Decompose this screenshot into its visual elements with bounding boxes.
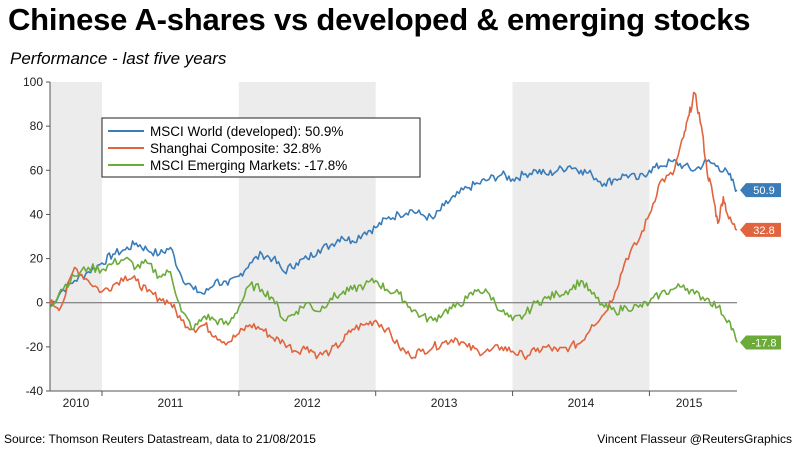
end-label-2: -17.8 bbox=[740, 335, 781, 350]
end-label-1: 32.8 bbox=[740, 222, 781, 237]
y-tick-label: 80 bbox=[30, 119, 44, 133]
legend: MSCI World (developed): 50.9% Shanghai Co… bbox=[101, 117, 421, 178]
end-label-value: -17.8 bbox=[751, 337, 776, 349]
series-line-1 bbox=[49, 91, 738, 361]
x-tick-label: 2011 bbox=[158, 396, 184, 410]
y-tick-label: 0 bbox=[36, 296, 43, 310]
series-line-2 bbox=[49, 256, 738, 343]
end-label-value: 50.9 bbox=[753, 185, 774, 197]
end-label-tag bbox=[740, 335, 781, 350]
x-axis: 2010 2011 2012 2013 2014 2015 bbox=[50, 390, 737, 410]
x-tick-label: 2015 bbox=[676, 396, 703, 410]
legend-entry: MSCI Emerging Markets: -17.8% bbox=[150, 158, 347, 173]
legend-entry: Shanghai Composite: 32.8% bbox=[150, 141, 321, 156]
x-tick-label: 2010 bbox=[63, 396, 90, 410]
x-tick-label: 2013 bbox=[431, 396, 458, 410]
x-tick-label: 2014 bbox=[568, 396, 595, 410]
end-label-tag bbox=[740, 222, 781, 237]
series-lines bbox=[49, 91, 738, 361]
y-tick-label: 60 bbox=[30, 163, 44, 177]
chart-subtitle: Performance - last five years bbox=[10, 49, 227, 68]
credit-note: Vincent Flasseur @ReutersGraphics bbox=[597, 432, 792, 446]
source-note: Source: Thomson Reuters Datastream, data… bbox=[4, 432, 316, 446]
y-tick-label: -40 bbox=[26, 384, 44, 398]
year-band bbox=[512, 82, 650, 391]
y-tick-label: 40 bbox=[30, 207, 44, 221]
year-band bbox=[50, 82, 103, 391]
end-label-value: 32.8 bbox=[753, 225, 774, 237]
y-tick-label: -20 bbox=[26, 340, 44, 354]
end-label-tag bbox=[740, 183, 781, 198]
legend-box bbox=[101, 117, 421, 178]
legend-entry: MSCI World (developed): 50.9% bbox=[150, 124, 343, 139]
series-line-0 bbox=[49, 158, 738, 308]
end-labels: 50.9 32.8 -17.8 bbox=[740, 183, 781, 350]
y-tick-label: 100 bbox=[23, 75, 43, 89]
end-label-0: 50.9 bbox=[740, 183, 781, 198]
y-tick-label: 20 bbox=[30, 252, 44, 266]
x-tick-label: 2012 bbox=[294, 396, 321, 410]
chart-title: Chinese A-shares vs developed & emerging… bbox=[8, 2, 751, 37]
